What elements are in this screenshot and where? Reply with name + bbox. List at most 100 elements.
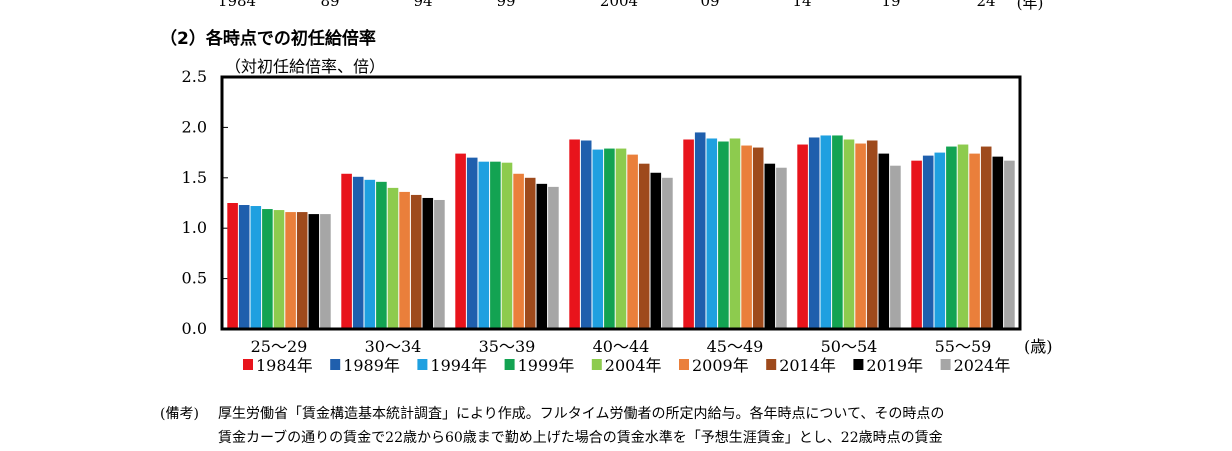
legend-label: 2009年	[692, 356, 749, 375]
bar	[797, 144, 808, 329]
bar	[262, 209, 273, 329]
top-axis-tick: 14	[792, 0, 812, 10]
bar	[422, 197, 434, 329]
bar	[513, 173, 524, 329]
bar	[285, 212, 296, 329]
top-axis-tick: 1984	[217, 0, 257, 10]
bar	[764, 163, 776, 329]
bar	[820, 135, 832, 329]
bar	[1004, 160, 1015, 329]
legend-label: 1999年	[518, 356, 575, 375]
bar	[296, 212, 308, 329]
bar	[524, 177, 536, 329]
legend-label: 2004年	[605, 356, 662, 375]
bar	[890, 165, 901, 329]
legend-label: 2014年	[779, 356, 836, 375]
legend-swatch	[940, 359, 951, 370]
legend-label: 1994年	[430, 356, 487, 375]
x-tick-label: 55〜59	[935, 337, 992, 356]
bar	[729, 138, 741, 329]
bar	[843, 139, 855, 329]
bar	[434, 199, 445, 329]
legend-label: 2024年	[954, 356, 1011, 375]
bar	[250, 206, 262, 329]
bar	[776, 167, 787, 329]
top-axis-tick: 19	[881, 0, 901, 10]
bar	[320, 214, 331, 329]
bar	[808, 137, 820, 329]
y-unit-label: （対初任給倍率、倍）	[225, 57, 385, 76]
bar	[946, 146, 957, 329]
bar	[341, 173, 352, 329]
legend-swatch	[679, 359, 689, 370]
bar	[387, 187, 399, 329]
bar	[308, 214, 320, 329]
bar	[410, 194, 422, 329]
bar-chart: （対初任給倍率、倍） 0.0 0.5 1.0 1.5 2.0 2.5 25〜29 30〜34 35…	[182, 57, 1053, 375]
bar	[376, 181, 387, 329]
y-tick-label: 0.5	[182, 269, 207, 288]
bar	[455, 153, 466, 329]
bar	[352, 176, 364, 329]
notes-label: (備考)	[160, 406, 199, 422]
bar	[615, 148, 627, 329]
bar	[569, 139, 580, 329]
top-axis-tick: 2004	[599, 0, 639, 10]
legend-swatch	[330, 359, 341, 370]
legend-swatch	[853, 359, 864, 370]
bar	[399, 191, 410, 329]
bar	[238, 205, 250, 329]
bar	[922, 155, 934, 329]
x-tick-label: 40〜44	[593, 337, 650, 356]
bar	[627, 154, 638, 329]
legend-label: 1984年	[256, 356, 313, 375]
bar	[604, 148, 615, 329]
bar	[980, 146, 992, 329]
bar	[364, 179, 376, 329]
top-axis-tick: 09	[700, 0, 720, 10]
legend-swatch	[504, 359, 515, 370]
y-tick-label: 0.0	[182, 319, 207, 338]
legend-label: 1989年	[343, 356, 400, 375]
bar	[478, 161, 490, 329]
bar	[501, 162, 513, 329]
top-axis-tick: (年)	[1016, 0, 1044, 12]
bar	[969, 153, 980, 329]
x-tick-label: 35〜39	[479, 337, 536, 356]
legend-swatch	[243, 359, 253, 370]
bar	[741, 145, 752, 329]
bar	[580, 140, 592, 329]
bar	[832, 135, 843, 329]
bar	[911, 160, 922, 329]
y-tick-label: 1.5	[182, 168, 207, 187]
bar	[878, 153, 890, 329]
bar	[718, 141, 729, 329]
top-axis-tick: 99	[496, 0, 516, 10]
bar	[694, 132, 706, 329]
bar	[536, 183, 548, 329]
bar	[662, 177, 673, 329]
x-tick-label: 30〜34	[365, 337, 422, 356]
bar	[992, 156, 1004, 329]
top-axis-tick: 24	[976, 0, 996, 10]
bar	[855, 143, 866, 329]
legend-swatch	[766, 359, 777, 370]
bar	[273, 210, 285, 329]
notes: (備考) 厚生労働省「賃金構造基本統計調査」により作成。フルタイム労働者の所定内…	[160, 402, 944, 450]
legend-swatch	[417, 359, 428, 370]
bar	[548, 186, 559, 329]
x-tick-label: 25〜29	[251, 337, 308, 356]
bar	[866, 140, 878, 329]
notes-line-1: 厚生労働省「賃金構造基本統計調査」により作成。フルタイム労働者の所定内給与。各年…	[218, 406, 945, 422]
top-axis-tick: 94	[413, 0, 433, 10]
legend-label: 2019年	[866, 356, 923, 375]
plot-frame	[220, 75, 1022, 331]
bar	[752, 147, 764, 329]
bar	[227, 203, 238, 329]
x-tick-label: 45〜49	[707, 337, 764, 356]
bar	[957, 144, 969, 329]
top-axis-tick: 89	[320, 0, 340, 10]
notes-line-2: 賃金カーブの通りの賃金で22歳から60歳まで勤め上げた場合の賃金水準を「予想生涯…	[218, 430, 943, 446]
bar	[934, 152, 946, 329]
x-unit-label: (歳)	[1024, 337, 1053, 356]
